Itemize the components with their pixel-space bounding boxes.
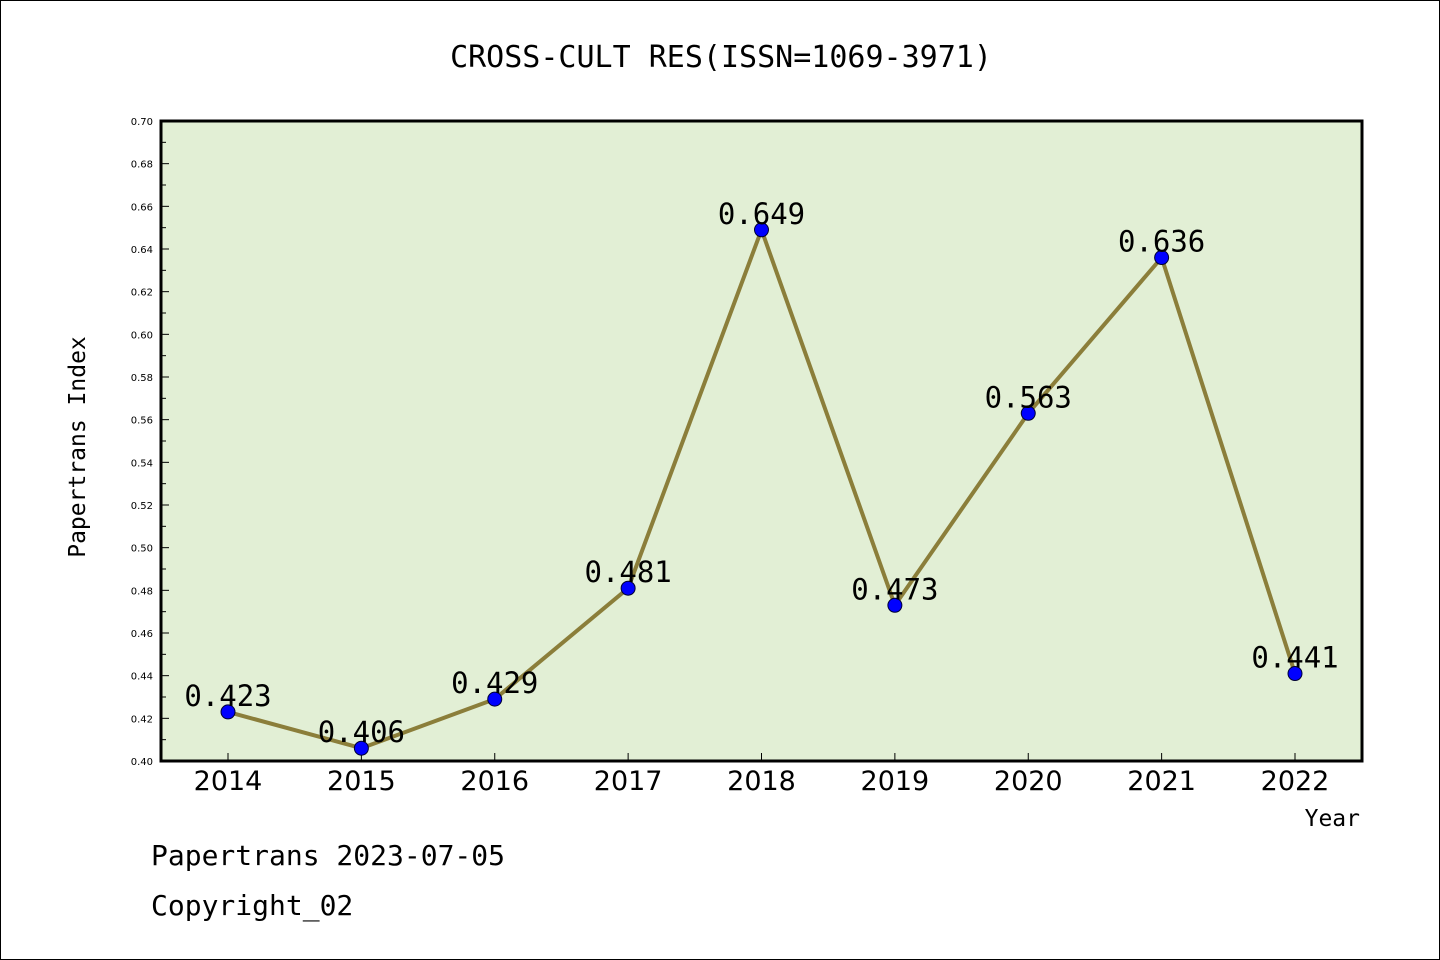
data-label: 0.441 xyxy=(1251,641,1338,675)
x-axis: 2014 2015 2016 2017 2018 2019 2020 2021 2022 xyxy=(194,753,1330,797)
footer-copyright: Copyright_02 xyxy=(151,889,353,923)
y-tick-label: 0.40 xyxy=(131,757,153,768)
data-point xyxy=(887,597,903,613)
data-label: 0.481 xyxy=(584,555,671,589)
y-tick-label: 0.68 xyxy=(131,160,153,171)
data-point xyxy=(1154,250,1170,266)
data-point xyxy=(1287,666,1303,682)
y-tick-label: 0.48 xyxy=(131,586,153,597)
data-point xyxy=(620,580,636,596)
data-point xyxy=(754,222,769,238)
y-tick-label: 0.64 xyxy=(131,245,153,256)
x-tick-label: 2014 xyxy=(194,766,263,797)
y-tick-label: 0.42 xyxy=(131,714,153,725)
data-label: 0.636 xyxy=(1118,225,1205,259)
y-tick-label: 0.54 xyxy=(131,458,153,469)
x-tick-label: 2016 xyxy=(460,766,529,797)
x-tick-label: 2020 xyxy=(994,766,1063,797)
data-markers xyxy=(220,222,1303,756)
y-tick-label: 0.58 xyxy=(131,373,153,384)
y-tick-label: 0.46 xyxy=(131,629,153,640)
y-tick-label: 0.44 xyxy=(131,672,153,683)
x-tick-label: 2018 xyxy=(727,766,796,797)
plot-border xyxy=(159,119,1364,763)
data-label: 0.429 xyxy=(451,666,538,700)
x-tick-label: 2019 xyxy=(861,766,930,797)
data-label: 0.649 xyxy=(718,197,805,231)
chart-title: CROSS-CULT RES(ISSN=1069-3971) xyxy=(450,40,992,75)
y-tick-label: 0.56 xyxy=(131,416,153,427)
x-tick-label: 2022 xyxy=(1261,766,1330,797)
data-label: 0.406 xyxy=(318,715,405,749)
x-tick-label: 2015 xyxy=(327,766,396,797)
data-labels: 0.423 0.406 0.429 0.481 0.649 0.473 0.563 0.636… xyxy=(184,197,1338,749)
y-tick-label: 0.50 xyxy=(131,544,153,555)
y-tick-label: 0.70 xyxy=(131,117,153,128)
data-label: 0.563 xyxy=(985,380,1072,414)
y-tick-label: 0.60 xyxy=(131,330,153,341)
y-tick-label: 0.52 xyxy=(131,501,153,512)
x-axis-label: Year xyxy=(1305,806,1360,832)
y-tick-label: 0.66 xyxy=(131,202,153,213)
x-tick-label: 2021 xyxy=(1127,766,1196,797)
data-point xyxy=(487,691,503,707)
y-axis-label: Papertrans Index xyxy=(65,336,91,558)
x-tick-label: 2017 xyxy=(594,766,663,797)
data-label: 0.473 xyxy=(851,572,938,606)
footer-date: Papertrans 2023-07-05 xyxy=(151,839,505,872)
y-tick-label: 0.62 xyxy=(131,288,153,299)
data-point xyxy=(353,740,369,756)
data-point xyxy=(1020,405,1036,421)
data-point xyxy=(220,704,236,720)
data-label: 0.423 xyxy=(184,679,271,713)
